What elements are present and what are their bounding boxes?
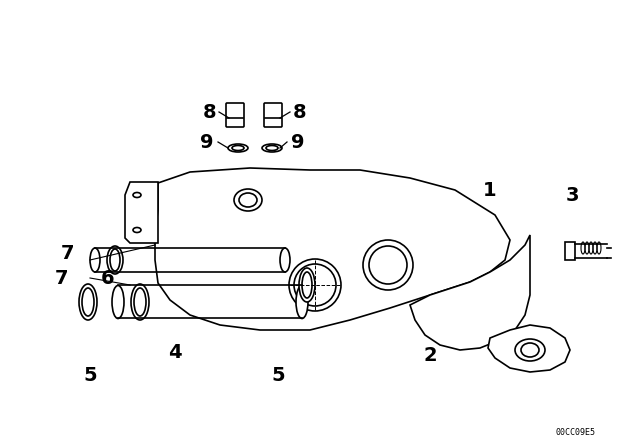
Ellipse shape <box>262 144 282 152</box>
Text: 8: 8 <box>293 103 307 121</box>
Ellipse shape <box>107 246 123 274</box>
PathPatch shape <box>410 235 530 350</box>
Text: 4: 4 <box>168 343 182 362</box>
PathPatch shape <box>155 168 510 330</box>
Ellipse shape <box>90 248 100 272</box>
Text: 5: 5 <box>83 366 97 384</box>
FancyBboxPatch shape <box>264 103 282 127</box>
Ellipse shape <box>110 249 120 271</box>
Ellipse shape <box>131 284 149 320</box>
Text: 7: 7 <box>55 268 68 288</box>
Text: 2: 2 <box>423 345 437 365</box>
Text: 6: 6 <box>101 268 115 288</box>
Ellipse shape <box>299 268 315 302</box>
Text: 3: 3 <box>565 185 579 204</box>
Text: 9: 9 <box>200 133 214 151</box>
Ellipse shape <box>234 189 262 211</box>
Text: 7: 7 <box>61 244 75 263</box>
FancyBboxPatch shape <box>226 103 244 127</box>
Text: 9: 9 <box>291 133 305 151</box>
Ellipse shape <box>228 144 248 152</box>
Polygon shape <box>125 182 158 243</box>
Ellipse shape <box>134 288 146 316</box>
Ellipse shape <box>112 285 124 319</box>
PathPatch shape <box>488 325 570 372</box>
Ellipse shape <box>79 284 97 320</box>
Ellipse shape <box>296 285 308 319</box>
Ellipse shape <box>280 248 290 272</box>
Text: 00CC09E5: 00CC09E5 <box>555 427 595 436</box>
Text: 1: 1 <box>483 181 497 199</box>
Text: 8: 8 <box>203 103 217 121</box>
Polygon shape <box>565 242 575 260</box>
Text: 5: 5 <box>271 366 285 384</box>
